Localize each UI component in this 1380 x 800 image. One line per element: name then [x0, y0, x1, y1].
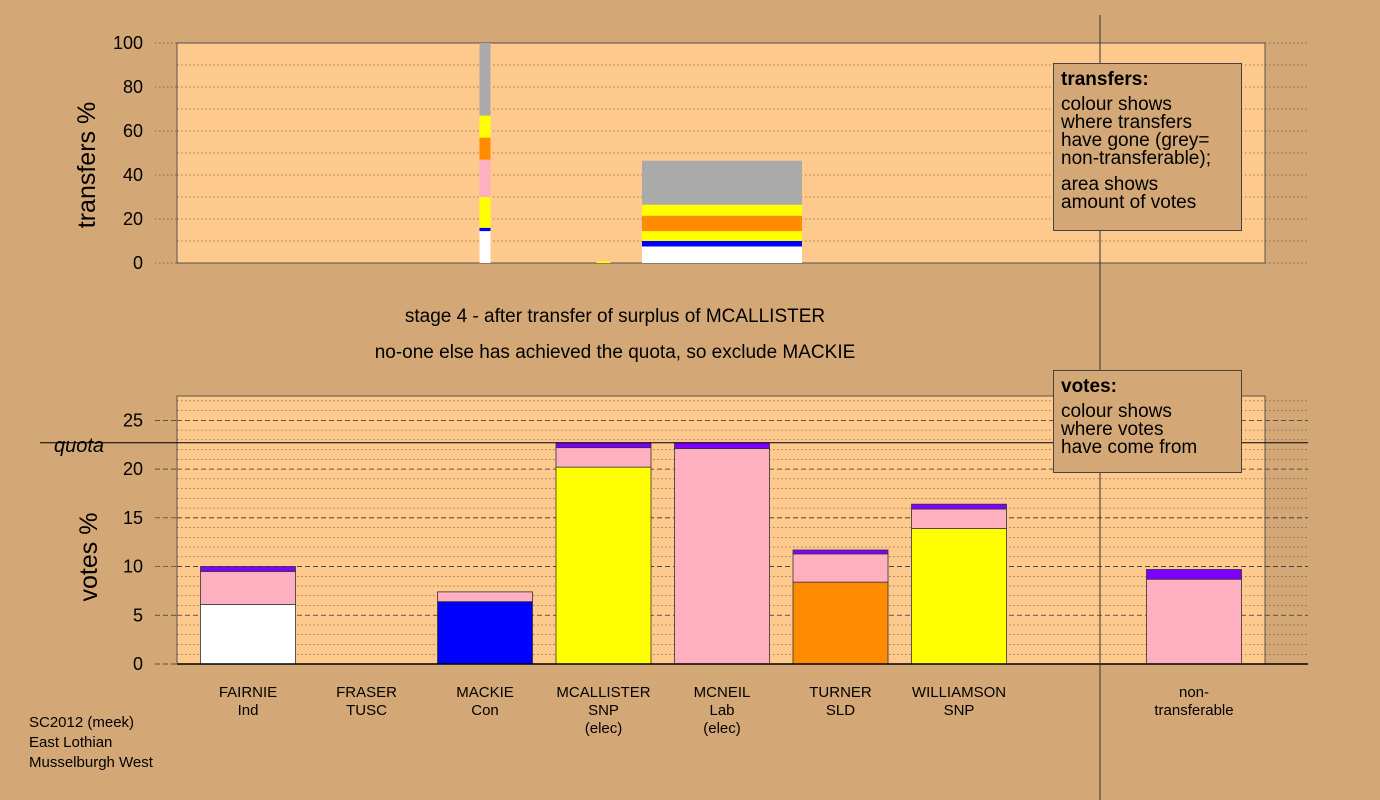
transfers-tick-label: 60	[123, 121, 143, 141]
footer-line-2: East Lothian	[29, 734, 112, 751]
transfer-bar-mcallister	[596, 261, 611, 263]
votes-tick-label: 5	[133, 605, 143, 625]
footer-line-1: SC2012 (meek)	[29, 714, 134, 731]
votes-y-ticks: 0 5 10 15 20 25	[123, 410, 177, 674]
x-label-mackie: MACKIE	[456, 684, 514, 701]
x-label-mcneil: MCNEIL	[694, 684, 751, 701]
stage-title: stage 4 - after transfer of surplus of M…	[405, 306, 825, 327]
x-label-williamson: WILLIAMSON	[912, 684, 1006, 701]
vote-segment-purple	[200, 566, 296, 572]
vote-segment-purple	[555, 442, 652, 449]
x-label-fraser: TUSC	[346, 702, 387, 719]
votes-y-axis-label: votes %	[75, 513, 103, 602]
vote-segment-purple	[674, 442, 770, 450]
transfer-segment-yellow	[642, 231, 802, 241]
x-label-williamson: SNP	[944, 702, 975, 719]
vote-segment-orange	[792, 581, 889, 665]
footer-line-3: Musselburgh West	[29, 754, 154, 771]
vote-segment-pink	[437, 591, 533, 603]
transfers-legend-line: non-transferable);	[1061, 148, 1211, 169]
transfers-legend-line: have gone (grey=	[1061, 130, 1210, 151]
vote-segment-purple	[911, 503, 1007, 510]
votes-legend-line: colour shows	[1061, 401, 1172, 422]
transfers-bars	[479, 43, 802, 263]
transfers-legend-line: colour shows	[1061, 94, 1172, 115]
transfer-segment-yellow	[642, 204, 802, 216]
quota-label: quota	[54, 435, 104, 457]
transfers-legend-line: area shows	[1061, 174, 1159, 195]
vote-segment-blue	[437, 601, 533, 665]
transfer-segment-white	[642, 246, 802, 263]
vote-bar-williamson	[911, 503, 1007, 665]
transfers-legend: transfers: colour shows where transfers …	[1053, 63, 1242, 231]
transfers-tick-label: 100	[113, 33, 143, 53]
transfer-segment-orange	[642, 215, 802, 232]
transfers-y-axis-label: transfers %	[73, 102, 101, 228]
vote-bar-nontransferable	[1146, 569, 1242, 665]
x-label-mcneil: (elec)	[703, 720, 741, 737]
transfer-bar-mcneil	[642, 160, 802, 263]
vote-bar-mcneil	[674, 442, 770, 665]
transfers-tick-label: 0	[133, 253, 143, 273]
vote-bar-turner	[792, 549, 889, 665]
votes-tick-label: 25	[123, 410, 143, 430]
x-label-mcallister: (elec)	[585, 720, 623, 737]
transfer-bar-mackie	[479, 43, 491, 263]
transfers-legend-line: where transfers	[1061, 112, 1192, 133]
vote-bar-mackie	[437, 591, 533, 665]
vote-segment-yellow	[555, 466, 652, 665]
vote-segment-yellow	[911, 528, 1007, 665]
vote-bar-fairnie	[200, 566, 296, 665]
votes-tick-label: 0	[133, 654, 143, 674]
vote-segment-purple	[1146, 569, 1242, 580]
x-label-fairnie: Ind	[238, 702, 259, 719]
x-label-fairnie: FAIRNIE	[219, 684, 277, 701]
transfer-segment-white	[479, 231, 491, 263]
transfers-tick-label: 20	[123, 209, 143, 229]
x-label-turner: TURNER	[809, 684, 872, 701]
x-label-mcallister: SNP	[588, 702, 619, 719]
x-label-fraser: FRASER	[336, 684, 397, 701]
vote-segment-white	[200, 604, 296, 665]
transfer-segment-grey	[642, 160, 802, 205]
x-label-nontransferable: non-	[1179, 684, 1209, 701]
transfers-legend-title: transfers:	[1061, 69, 1149, 90]
transfer-segment-orange	[479, 137, 491, 160]
transfer-segment-yellow	[596, 261, 611, 263]
transfers-y-ticks: 0 20 40 60 80 100	[113, 33, 177, 273]
x-label-mcneil: Lab	[709, 702, 734, 719]
x-label-nontransferable: transferable	[1154, 702, 1233, 719]
vote-segment-purple	[792, 549, 889, 555]
transfers-tick-label: 80	[123, 77, 143, 97]
votes-legend: votes: colour shows where votes have com…	[1053, 370, 1242, 473]
x-label-mcallister: MCALLISTER	[556, 684, 650, 701]
transfer-segment-blue	[479, 227, 491, 232]
votes-tick-label: 10	[123, 557, 143, 577]
votes-legend-title: votes:	[1061, 376, 1117, 397]
transfer-segment-pink	[479, 159, 491, 197]
transfer-segment-yellow	[479, 197, 491, 228]
votes-tick-label: 20	[123, 459, 143, 479]
transfer-segment-grey	[479, 43, 491, 116]
x-label-mackie: Con	[471, 702, 499, 719]
transfer-segment-yellow	[479, 115, 491, 138]
x-label-turner: SLD	[826, 702, 855, 719]
vote-segment-pink	[555, 447, 652, 468]
votes-x-labels: FAIRNIEIndFRASERTUSCMACKIEConMCALLISTERS…	[219, 684, 1234, 737]
transfer-segment-blue	[642, 241, 802, 247]
vote-segment-pink	[200, 571, 296, 605]
votes-tick-label: 15	[123, 508, 143, 528]
votes-legend-line: where votes	[1061, 419, 1164, 440]
votes-bars	[200, 442, 1242, 665]
stage-subtitle: no-one else has achieved the quota, so e…	[375, 342, 856, 363]
vote-segment-pink	[1146, 578, 1242, 665]
vote-segment-pink	[674, 448, 770, 665]
transfers-tick-label: 40	[123, 165, 143, 185]
vote-segment-pink	[911, 508, 1007, 529]
footer: SC2012 (meek) East Lothian Musselburgh W…	[29, 714, 154, 771]
votes-legend-line: have come from	[1061, 437, 1198, 458]
vote-bar-mcallister	[555, 442, 652, 665]
vote-segment-pink	[792, 553, 889, 583]
transfers-legend-line: amount of votes	[1061, 192, 1197, 213]
